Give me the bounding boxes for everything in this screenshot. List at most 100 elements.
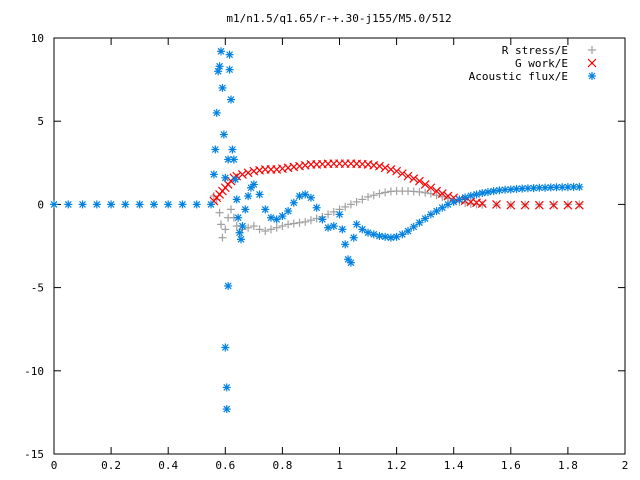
data-point	[266, 225, 275, 234]
data-point	[301, 190, 310, 199]
data-point	[261, 205, 270, 214]
data-point	[50, 200, 58, 209]
y-tick-label: -5	[31, 282, 44, 295]
data-point	[478, 200, 487, 209]
x-tick-label: 1.8	[558, 459, 578, 472]
x-tick-label: 1.6	[501, 459, 521, 472]
data-point	[261, 227, 270, 236]
data-point	[575, 182, 584, 191]
legend-marker	[588, 46, 596, 54]
data-point	[237, 235, 246, 244]
data-point	[312, 214, 321, 223]
data-point	[569, 182, 578, 191]
data-point	[512, 184, 521, 193]
data-point	[306, 216, 315, 225]
x-tick-label: 1.2	[387, 459, 407, 472]
data-point	[415, 176, 424, 186]
data-point	[289, 219, 298, 228]
data-point	[238, 170, 247, 179]
data-point	[312, 203, 321, 212]
y-tick-label: 5	[37, 115, 44, 128]
x-tick-label: 1.4	[444, 459, 464, 472]
data-point	[341, 240, 350, 249]
data-point	[244, 223, 253, 232]
data-point	[369, 230, 378, 239]
x-tick-label: 0.4	[158, 459, 178, 472]
data-point	[535, 183, 544, 192]
data-point	[149, 200, 158, 209]
legend-label: R stress/E	[502, 44, 568, 57]
series-acoustic-flux-e	[50, 47, 584, 414]
data-point	[546, 183, 555, 192]
y-tick-label: -15	[24, 448, 44, 461]
data-point	[420, 180, 430, 189]
data-series	[50, 47, 584, 414]
data-point	[375, 232, 384, 241]
data-point	[121, 200, 130, 209]
data-point	[489, 187, 498, 196]
data-point	[335, 210, 344, 219]
data-point	[221, 343, 230, 352]
data-point	[392, 166, 402, 176]
data-point	[386, 165, 396, 174]
data-point	[449, 193, 459, 203]
data-point	[231, 175, 240, 184]
data-point	[478, 189, 487, 198]
data-point	[306, 193, 315, 202]
x-tick-label: 0.2	[101, 459, 121, 472]
data-point	[278, 222, 287, 231]
data-point	[295, 218, 304, 227]
data-point	[398, 230, 407, 239]
data-point	[266, 213, 275, 222]
data-point	[207, 200, 216, 209]
data-point	[403, 171, 413, 181]
plot-frame	[53, 37, 626, 455]
data-point	[232, 195, 241, 204]
data-point	[443, 191, 453, 201]
x-tick-label: 1	[336, 459, 343, 472]
legend-marker	[588, 72, 596, 80]
data-point	[432, 207, 441, 216]
data-point	[349, 233, 358, 242]
axis-ticks: 0 0.2 0.4 0.6 0.8 1 1.2 1.4 1.6 1.8 2 10 5 0 -5 -10 -15	[24, 32, 628, 472]
y-tick-label: -10	[24, 365, 44, 378]
data-point	[218, 83, 227, 92]
data-point	[409, 174, 419, 184]
data-point	[221, 173, 230, 182]
data-point	[224, 155, 233, 164]
data-point	[238, 222, 247, 231]
data-point	[432, 186, 441, 196]
data-point	[523, 184, 532, 193]
data-point	[284, 220, 293, 229]
data-point	[225, 65, 234, 74]
data-point	[272, 223, 281, 232]
data-point	[249, 222, 258, 231]
data-point	[228, 145, 237, 154]
x-tick-label: 0.8	[272, 459, 292, 472]
data-point	[243, 168, 253, 178]
data-point	[506, 200, 516, 210]
data-point	[404, 227, 413, 236]
data-point	[346, 258, 355, 267]
y-tick-label: 10	[31, 32, 44, 45]
data-point	[563, 200, 573, 210]
data-point	[492, 199, 501, 209]
data-point	[178, 200, 187, 209]
data-point	[211, 145, 220, 154]
data-point	[235, 228, 244, 237]
data-point	[437, 189, 447, 199]
data-point	[192, 200, 201, 209]
data-point	[217, 47, 226, 56]
data-point	[324, 210, 333, 219]
data-point	[249, 180, 258, 189]
data-point	[477, 199, 487, 208]
data-point	[227, 95, 236, 104]
data-point	[255, 225, 264, 234]
data-point	[92, 200, 101, 209]
data-point	[222, 383, 231, 392]
data-point	[229, 155, 238, 164]
data-point	[409, 222, 418, 231]
data-point	[301, 217, 310, 226]
data-point	[358, 225, 367, 234]
